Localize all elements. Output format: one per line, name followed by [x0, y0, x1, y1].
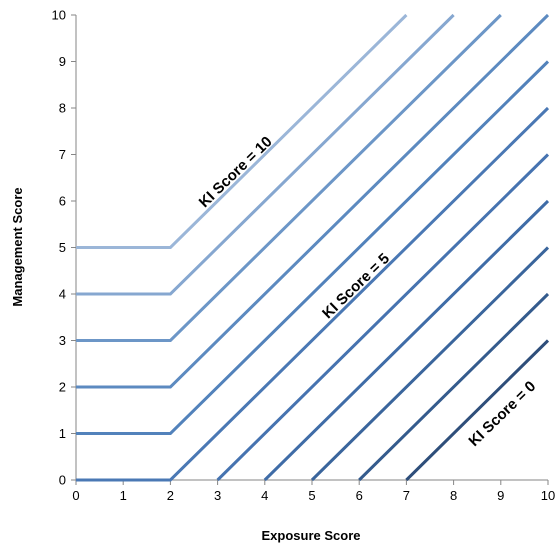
y-tick-label: 4	[59, 287, 66, 302]
series-line-0	[405, 339, 550, 482]
x-tick-label: 8	[450, 488, 457, 503]
x-tick-label: 10	[541, 488, 555, 503]
x-tick-label: 9	[497, 488, 504, 503]
x-tick-label: 1	[120, 488, 127, 503]
x-tick-label: 2	[167, 488, 174, 503]
y-tick-label: 1	[59, 426, 66, 441]
y-tick-label: 10	[52, 8, 66, 23]
series-line-7	[76, 13, 550, 389]
axes: 0 1 2 3 4 5 6 7 8 9 10 0 1 2 3 4 5 6 7 8 9 10	[52, 8, 556, 504]
series-line-6	[76, 60, 550, 435]
y-tick-label: 7	[59, 147, 66, 162]
y-tick-label: 0	[59, 473, 66, 488]
y-tick-label: 5	[59, 240, 66, 255]
x-tick-label: 0	[72, 488, 79, 503]
series-line-3	[263, 199, 550, 482]
y-tick-label: 8	[59, 101, 66, 116]
series-layer	[76, 13, 550, 482]
annotation-label-1: KI Score = 5	[319, 250, 393, 322]
y-tick-label: 9	[59, 54, 66, 69]
series-line-10	[76, 13, 408, 249]
y-axis-title: Management Score	[10, 187, 25, 306]
x-axis-title: Exposure Score	[262, 528, 361, 543]
series-line-5	[76, 106, 550, 482]
x-tick-label: 6	[356, 488, 363, 503]
annotation-label-0: KI Score = 10	[196, 133, 276, 211]
x-tick-label: 4	[261, 488, 268, 503]
x-tick-label: 7	[403, 488, 410, 503]
series-line-1	[358, 292, 550, 482]
annotation-label-2: KI Score = 0	[465, 378, 539, 450]
series-line-8	[76, 13, 502, 342]
y-tick-label: 2	[59, 380, 66, 395]
x-tick-label: 5	[308, 488, 315, 503]
y-tick-label: 6	[59, 194, 66, 209]
y-tick-label: 3	[59, 333, 66, 348]
series-line-9	[76, 13, 455, 296]
series-line-2	[310, 246, 550, 482]
x-tick-label: 3	[214, 488, 221, 503]
series-line-4	[216, 153, 550, 482]
